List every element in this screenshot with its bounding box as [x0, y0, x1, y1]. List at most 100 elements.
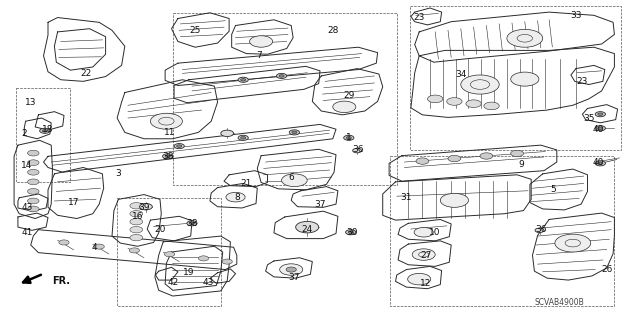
- Text: 13: 13: [25, 98, 36, 107]
- Circle shape: [42, 130, 47, 132]
- Circle shape: [241, 137, 246, 139]
- Circle shape: [484, 102, 499, 110]
- Text: 18: 18: [42, 125, 54, 134]
- Text: 11: 11: [164, 128, 175, 137]
- Circle shape: [130, 219, 143, 225]
- Text: 38: 38: [186, 219, 198, 228]
- Text: 42: 42: [167, 278, 179, 287]
- Circle shape: [346, 137, 351, 139]
- Circle shape: [28, 189, 39, 194]
- Circle shape: [555, 234, 591, 252]
- Circle shape: [189, 222, 195, 225]
- Circle shape: [511, 72, 539, 86]
- Circle shape: [129, 248, 140, 253]
- Circle shape: [187, 221, 197, 226]
- Circle shape: [28, 198, 39, 204]
- Text: SCVAB4900B: SCVAB4900B: [534, 298, 584, 307]
- Circle shape: [535, 228, 544, 233]
- Text: 5: 5: [551, 185, 556, 194]
- Text: 35: 35: [583, 114, 595, 122]
- Text: 30: 30: [346, 228, 358, 237]
- Circle shape: [480, 153, 493, 159]
- Circle shape: [414, 227, 433, 237]
- Circle shape: [59, 240, 69, 245]
- Text: 22: 22: [81, 69, 92, 78]
- Text: 6: 6: [289, 173, 294, 182]
- Circle shape: [282, 174, 307, 187]
- Text: 23: 23: [413, 13, 425, 22]
- Circle shape: [461, 75, 499, 94]
- Circle shape: [408, 273, 431, 285]
- Circle shape: [511, 150, 524, 157]
- Circle shape: [279, 75, 284, 77]
- Text: 17: 17: [68, 198, 79, 207]
- Circle shape: [598, 162, 603, 165]
- Circle shape: [130, 211, 143, 217]
- Text: 19: 19: [183, 268, 195, 277]
- Text: 43: 43: [21, 203, 33, 212]
- Circle shape: [416, 158, 429, 164]
- Text: 43: 43: [202, 278, 214, 287]
- Circle shape: [28, 169, 39, 175]
- Text: 21: 21: [241, 179, 252, 188]
- Circle shape: [150, 113, 182, 129]
- Circle shape: [598, 113, 603, 115]
- Text: 34: 34: [455, 70, 467, 79]
- Text: 23: 23: [577, 77, 588, 86]
- Circle shape: [177, 145, 182, 147]
- Circle shape: [348, 231, 353, 234]
- Text: 7: 7: [257, 51, 262, 60]
- Text: 40: 40: [593, 158, 604, 167]
- Circle shape: [174, 144, 184, 149]
- Circle shape: [598, 127, 603, 130]
- Circle shape: [466, 100, 481, 108]
- Circle shape: [28, 150, 39, 156]
- Circle shape: [286, 267, 296, 272]
- Circle shape: [241, 78, 246, 81]
- Circle shape: [40, 128, 50, 133]
- Circle shape: [595, 126, 605, 131]
- Text: 29: 29: [343, 91, 355, 100]
- Circle shape: [222, 259, 232, 264]
- Circle shape: [130, 226, 143, 233]
- Text: 26: 26: [601, 265, 612, 274]
- Circle shape: [344, 135, 354, 140]
- Circle shape: [28, 179, 39, 185]
- Text: 27: 27: [420, 251, 431, 260]
- Text: 37: 37: [289, 273, 300, 282]
- Text: 28: 28: [327, 26, 339, 35]
- Circle shape: [94, 244, 104, 249]
- Circle shape: [238, 77, 248, 82]
- Circle shape: [226, 192, 245, 202]
- Text: 41: 41: [21, 228, 33, 237]
- Circle shape: [198, 256, 209, 261]
- Circle shape: [276, 73, 287, 78]
- Circle shape: [296, 221, 319, 233]
- Circle shape: [289, 130, 300, 135]
- Circle shape: [353, 148, 362, 153]
- Text: 36: 36: [353, 145, 364, 154]
- Text: 12: 12: [420, 279, 431, 288]
- Text: 40: 40: [593, 125, 604, 134]
- Text: 31: 31: [401, 193, 412, 202]
- Text: 37: 37: [314, 200, 326, 209]
- Circle shape: [507, 29, 543, 47]
- Text: 39: 39: [138, 203, 150, 212]
- Circle shape: [28, 160, 39, 166]
- Circle shape: [448, 155, 461, 162]
- Text: 1: 1: [346, 133, 351, 142]
- Text: 38: 38: [162, 152, 173, 161]
- Circle shape: [595, 161, 605, 166]
- Circle shape: [346, 230, 356, 235]
- Circle shape: [221, 130, 234, 137]
- Circle shape: [292, 131, 297, 134]
- Text: 36: 36: [535, 225, 547, 234]
- Circle shape: [165, 155, 170, 158]
- Circle shape: [28, 206, 39, 212]
- Text: 20: 20: [154, 225, 166, 234]
- Text: 10: 10: [429, 228, 441, 237]
- Circle shape: [333, 101, 356, 113]
- Circle shape: [428, 95, 443, 103]
- Circle shape: [280, 264, 303, 275]
- Circle shape: [238, 135, 248, 140]
